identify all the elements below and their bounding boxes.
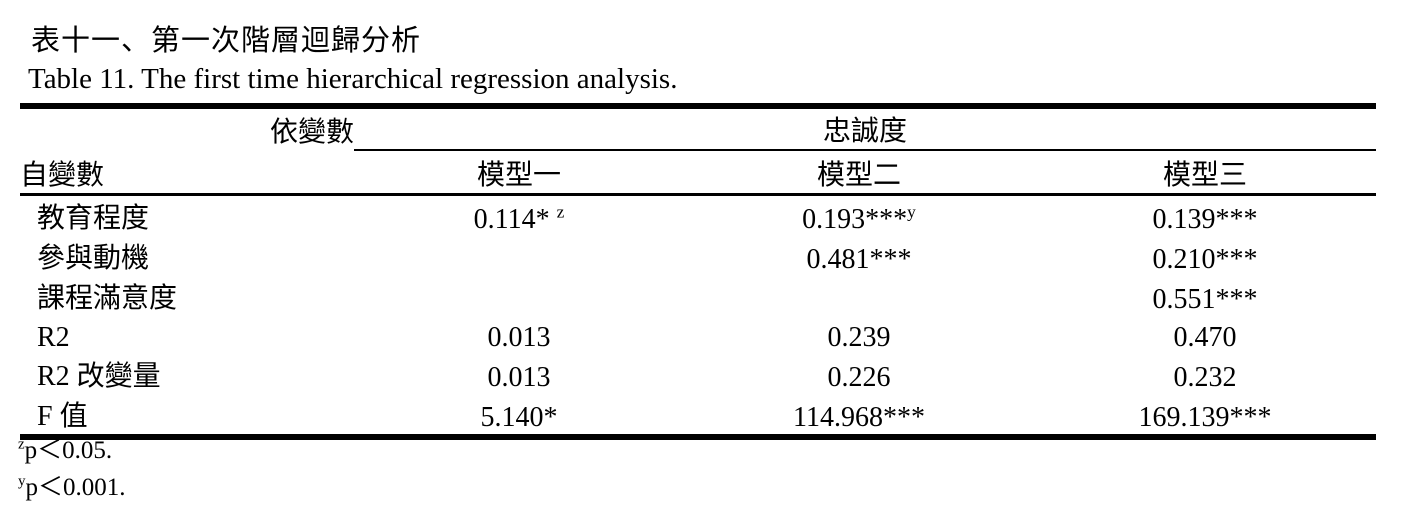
cell-value: 0.226 bbox=[827, 362, 891, 393]
cell-value: 0.551*** bbox=[1152, 284, 1258, 315]
row-label: R2 bbox=[37, 322, 70, 353]
footnotes: zp＜0.05. yp＜0.001. bbox=[18, 437, 126, 511]
table-title-en: Table 11. The first time hierarchical re… bbox=[28, 63, 678, 95]
table-row: 課程滿意度 0.551*** bbox=[20, 276, 1376, 316]
cell-value: 5.140* bbox=[480, 402, 558, 433]
model-1-header: 模型一 bbox=[354, 150, 684, 196]
cell-value: 0.013 bbox=[487, 362, 551, 393]
row-label: 課程滿意度 bbox=[37, 283, 178, 314]
cell-value: 0.013 bbox=[487, 322, 551, 353]
footnote-y: yp＜0.001. bbox=[18, 474, 126, 502]
cell-value: 169.139*** bbox=[1138, 402, 1272, 433]
footnote-y-marker: y bbox=[18, 473, 26, 490]
cell-value bbox=[354, 236, 684, 276]
model-3-header: 模型三 bbox=[1034, 150, 1377, 196]
table-row: R2 0.013 0.239 0.470 bbox=[20, 316, 1376, 354]
cell-value: 0.193***y bbox=[802, 202, 916, 235]
footnote-z-marker: z bbox=[18, 436, 25, 453]
header-row-models: 自變數 模型一 模型二 模型三 bbox=[20, 150, 1377, 196]
model-2-header: 模型二 bbox=[684, 150, 1034, 196]
footnote-z: zp＜0.05. bbox=[18, 437, 126, 465]
cell-value: 0.210*** bbox=[1152, 244, 1258, 275]
independent-variable-label: 自變數 bbox=[20, 150, 354, 196]
regression-table: 依變數 忠誠度 自變數 模型一 模型二 模型三 教育程度 0.114* z 0.19… bbox=[20, 103, 1377, 440]
cell-value: 0.232 bbox=[1173, 362, 1237, 393]
table-row: R2 改變量 0.013 0.226 0.232 bbox=[20, 354, 1376, 394]
header-row-dependent: 依變數 忠誠度 bbox=[20, 106, 1377, 151]
significance-superscript: y bbox=[907, 202, 916, 222]
row-label: F 值 bbox=[37, 401, 88, 432]
cell-value bbox=[684, 276, 1034, 316]
cell-value bbox=[354, 276, 684, 316]
row-label: 參與動機 bbox=[37, 243, 150, 274]
cell-value: 0.114* z bbox=[473, 202, 565, 235]
table-title-zh: 表十一、第一次階層迴歸分析 bbox=[31, 25, 422, 57]
row-label: R2 改變量 bbox=[37, 361, 161, 392]
significance-superscript: z bbox=[556, 202, 565, 222]
cell-value: 0.239 bbox=[827, 322, 891, 353]
cell-value: 0.470 bbox=[1173, 322, 1237, 353]
cell-value: 0.481*** bbox=[806, 244, 912, 275]
dependent-variable-label: 依變數 bbox=[269, 117, 354, 148]
footnote-y-text: p＜0.001. bbox=[25, 474, 126, 501]
table-row: F 值 5.140* 114.968*** 169.139*** bbox=[20, 394, 1376, 437]
dependent-variable-value: 忠誠度 bbox=[354, 106, 1377, 151]
row-label: 教育程度 bbox=[37, 203, 150, 234]
footnote-z-text: p＜0.05. bbox=[24, 437, 113, 464]
table-body: 教育程度 0.114* z 0.193***y 0.139*** 參與動機 0.481**… bbox=[20, 195, 1376, 438]
cell-value: 0.139*** bbox=[1152, 204, 1258, 235]
table-row: 教育程度 0.114* z 0.193***y 0.139*** bbox=[20, 195, 1376, 237]
cell-value: 114.968*** bbox=[793, 402, 925, 433]
table-row: 參與動機 0.481*** 0.210*** bbox=[20, 236, 1376, 276]
